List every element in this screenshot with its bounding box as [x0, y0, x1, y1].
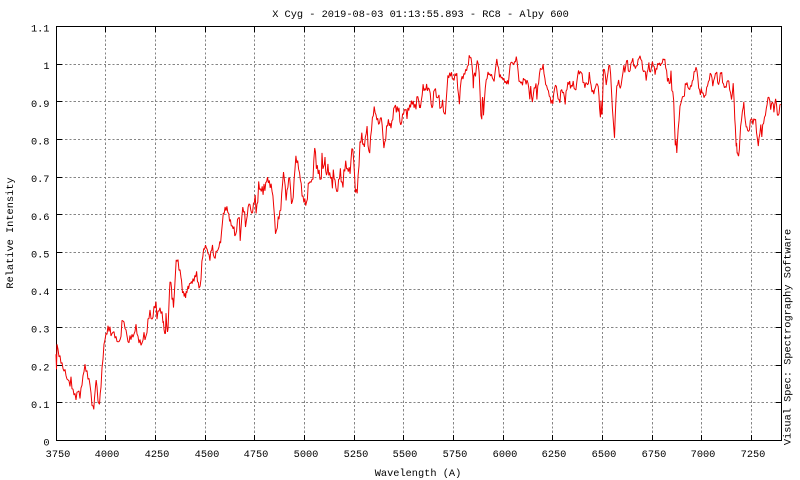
svg-text:6000: 6000 [493, 449, 518, 461]
svg-text:Visual Spec: Spectrography Sof: Visual Spec: Spectrography Software [783, 229, 795, 445]
svg-text:4250: 4250 [145, 449, 170, 461]
svg-text:7250: 7250 [741, 449, 766, 461]
svg-text:5500: 5500 [393, 449, 418, 461]
svg-text:1.1: 1.1 [31, 24, 50, 36]
svg-text:0.2: 0.2 [31, 362, 50, 374]
svg-text:0.4: 0.4 [31, 287, 50, 299]
svg-text:0: 0 [43, 438, 49, 450]
svg-text:0.5: 0.5 [31, 249, 50, 261]
svg-text:6250: 6250 [542, 449, 567, 461]
svg-text:5250: 5250 [344, 449, 369, 461]
svg-text:3750: 3750 [46, 449, 71, 461]
svg-text:X Cyg - 2019-08-03 01:13:55.89: X Cyg - 2019-08-03 01:13:55.893 - RC8 - … [272, 9, 569, 21]
svg-text:4750: 4750 [244, 449, 269, 461]
svg-text:5000: 5000 [294, 449, 319, 461]
svg-text:0.9: 0.9 [31, 99, 50, 111]
svg-text:1: 1 [43, 61, 49, 73]
svg-text:7000: 7000 [691, 449, 716, 461]
svg-text:0.1: 0.1 [31, 400, 50, 412]
svg-text:0.3: 0.3 [31, 325, 50, 337]
svg-text:4500: 4500 [195, 449, 220, 461]
svg-text:Relative Intensity: Relative Intensity [5, 177, 17, 288]
svg-text:0.7: 0.7 [31, 174, 50, 186]
svg-text:5750: 5750 [443, 449, 468, 461]
svg-text:6750: 6750 [642, 449, 667, 461]
svg-text:0.8: 0.8 [31, 137, 50, 149]
svg-text:0.6: 0.6 [31, 212, 50, 224]
svg-text:Wavelength (A): Wavelength (A) [375, 468, 462, 480]
svg-text:6500: 6500 [592, 449, 617, 461]
svg-text:4000: 4000 [95, 449, 120, 461]
